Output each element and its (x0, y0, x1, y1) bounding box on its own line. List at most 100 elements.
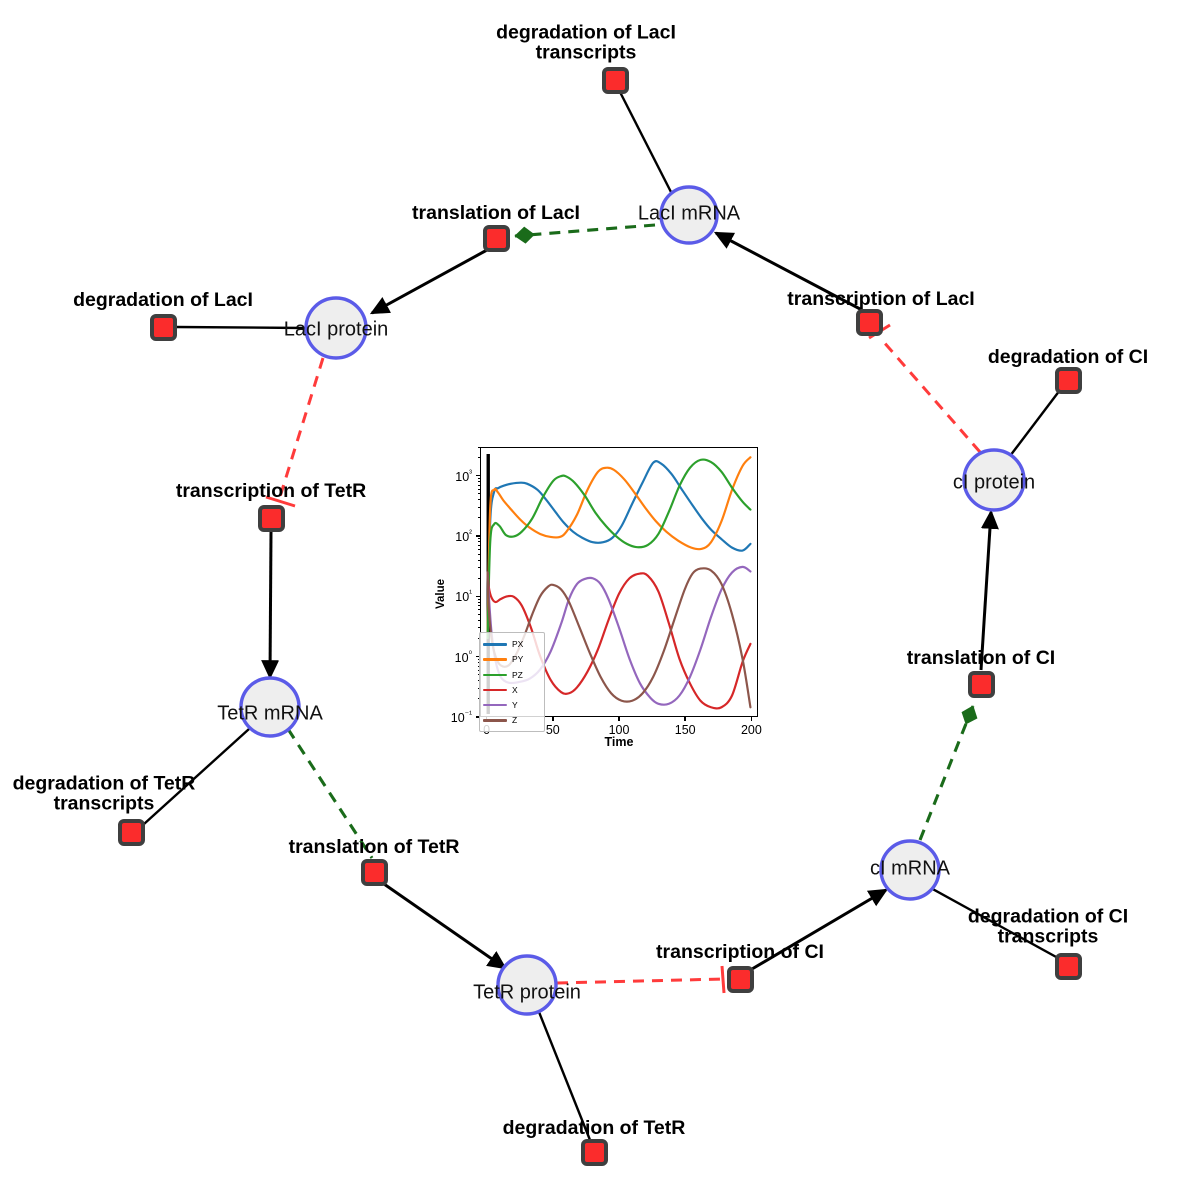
edge-cI-protein-inhibits-transcription-lacI (880, 339, 982, 453)
chart-y-minor-tick (477, 665, 480, 667)
species-label-lacI-protein: LacI protein (283, 318, 389, 341)
species-node-cI-mrna[interactable] (879, 839, 941, 901)
chart-y-minor-tick (477, 567, 480, 569)
chart-y-minor-tick (477, 687, 480, 689)
edge-cI-mrna-to-deg-cI-transcripts (928, 885, 1059, 960)
species-node-cI-protein[interactable] (962, 448, 1026, 512)
reaction-node-translation-cI[interactable] (968, 671, 995, 698)
chart-legend-swatch (483, 688, 507, 692)
tee-terminator-transcription-tetR-icon (265, 495, 296, 508)
chart-y-minor-tick (477, 669, 480, 671)
chart-y-minor-tick (477, 538, 480, 540)
chart-y-minor-tick (477, 619, 480, 621)
chart-legend-swatch (483, 719, 507, 722)
chart-legend-entry: PZ (483, 667, 523, 682)
chart-series-PY (486, 456, 752, 634)
chart-y-tick-label: 10¹ (455, 588, 472, 605)
edge-tetR-mrna-to-translation-tetR (286, 728, 374, 859)
edge-tetR-mrna-to-deg-tetR-transcripts (143, 728, 250, 825)
reaction-node-transcription-tetR[interactable] (258, 505, 285, 532)
edge-deg-cI-to-cI-protein (1009, 389, 1061, 457)
reaction-node-translation-tetR[interactable] (361, 859, 388, 886)
reaction-node-deg-cI-transcripts[interactable] (1055, 953, 1082, 980)
chart-y-minor-tick (477, 488, 480, 490)
species-label-cI-protein: cI protein (952, 471, 1036, 494)
edge-lacI-protein-inhibits-transcription-tetR (277, 357, 325, 501)
chart-y-minor-tick (477, 627, 480, 629)
chart-legend-label: Y (512, 700, 518, 711)
edge-deg-lacI-transcripts-to-lacI-mrna (618, 91, 674, 195)
reaction-label-transcription-cI: transcription of CI (656, 940, 824, 963)
edge-cI-mrna-to-translation-cI (918, 705, 978, 841)
species-node-lacI-mrna[interactable] (659, 185, 719, 245)
chart-y-minor-tick (477, 548, 480, 550)
chart-y-tick-label: 10³ (455, 467, 472, 484)
species-label-tetR-mrna: TetR mRNA (217, 702, 323, 725)
chart-legend: PX PY PZ X Y Z (479, 632, 545, 732)
chart-y-minor-tick (477, 493, 480, 495)
reaction-node-transcription-lacI[interactable] (856, 309, 883, 336)
reaction-node-deg-lacI-transcripts[interactable] (602, 67, 629, 94)
chart-legend-entry: PX (483, 637, 523, 652)
species-node-tetR-protein[interactable] (496, 954, 558, 1016)
chart-y-tick-mark (476, 655, 480, 658)
chart-y-minor-tick (477, 598, 480, 600)
chart-legend-label: Z (512, 715, 518, 726)
reaction-node-transcription-cI[interactable] (727, 966, 754, 993)
chart-x-tick-mark (618, 717, 620, 721)
edge-transcription-tetR-to-tetR-mrna (261, 531, 280, 680)
chart-legend-entry: X (483, 683, 518, 698)
reaction-label-translation-tetR: translation of TetR (288, 835, 460, 858)
reaction-label-deg-cI: degradation of CI (987, 345, 1149, 368)
chart-plot-area (480, 447, 758, 717)
chart-y-minor-tick (477, 506, 480, 508)
chart-series-X (486, 571, 752, 710)
reaction-node-translation-lacI[interactable] (483, 225, 510, 252)
chart-legend-label: X (512, 684, 518, 695)
chart-y-tick-label: 10² (455, 528, 472, 545)
chart-y-minor-tick (477, 478, 480, 480)
chart-legend-entry: Y (483, 698, 518, 713)
chart-legend-label: PY (512, 654, 524, 665)
chart-legend-label: PZ (512, 669, 523, 680)
chart-y-minor-tick (477, 559, 480, 561)
chart-y-minor-tick (477, 658, 480, 660)
chart-y-minor-tick (477, 680, 480, 682)
reaction-label-deg-cI-transcripts: degradation of CI transcripts (967, 905, 1129, 948)
reaction-label-translation-cI: translation of CI (906, 646, 1056, 669)
chart-y-minor-tick (477, 553, 480, 555)
species-label-tetR-protein: TetR protein (473, 981, 581, 1004)
reaction-label-transcription-lacI: transcription of LacI (787, 287, 975, 310)
chart-y-tick-mark (476, 716, 480, 718)
chart-x-axis-label: Time (604, 735, 634, 749)
species-node-lacI-protein[interactable] (304, 296, 368, 360)
reaction-node-deg-lacI[interactable] (150, 314, 177, 341)
chart-y-minor-tick (477, 638, 480, 640)
edge-tetR-protein-to-deg-tetR (537, 1011, 592, 1141)
chart-legend-swatch (483, 704, 507, 707)
chart-y-minor-tick (477, 698, 480, 700)
reaction-label-deg-tetR: degradation of TetR (502, 1116, 686, 1139)
species-node-layer (239, 185, 1026, 1016)
chart-y-minor-tick (477, 577, 480, 579)
reaction-node-deg-tetR[interactable] (581, 1139, 608, 1166)
chart-legend-label: PX (512, 639, 524, 650)
chart-y-minor-tick (477, 674, 480, 676)
chart-y-tick-label: 10⁰ (454, 648, 472, 665)
reaction-node-deg-tetR-transcripts[interactable] (118, 819, 145, 846)
chart-series-PX (486, 460, 752, 634)
chart-y-minor-tick (477, 662, 480, 664)
reaction-node-deg-cI[interactable] (1055, 367, 1082, 394)
reaction-label-transcription-tetR: transcription of TetR (175, 479, 367, 502)
chart-x-tick-mark (552, 717, 554, 721)
chart-x-tick-label: 100 (608, 723, 630, 737)
species-node-tetR-mrna[interactable] (239, 676, 301, 738)
edge-translation-tetR-to-tetR-protein (383, 882, 507, 970)
chart-y-tick-mark (476, 475, 480, 477)
edge-deg-lacI-to-lacI-protein (175, 325, 306, 330)
chart-x-tick-label: 50 (545, 723, 560, 737)
chart-x-tick-mark (750, 717, 753, 721)
chart-y-minor-tick (477, 484, 480, 486)
chart-y-tick-mark (476, 535, 480, 537)
